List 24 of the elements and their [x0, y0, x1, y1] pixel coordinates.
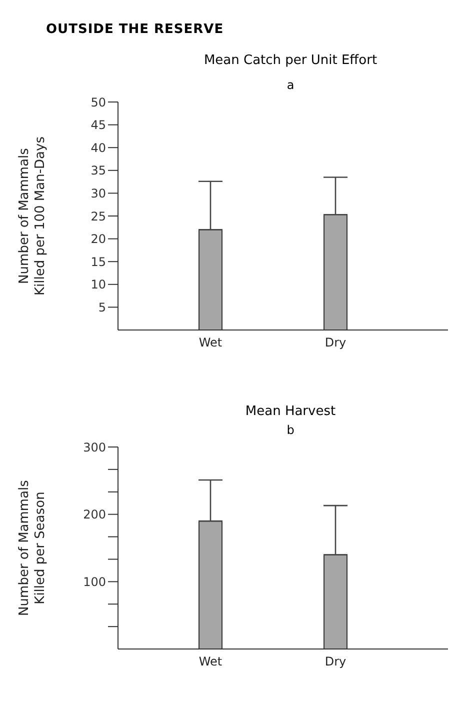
y-tick-label: 30: [90, 186, 106, 200]
y-tick-label: 35: [90, 164, 106, 178]
y-tick-label: 15: [90, 254, 106, 269]
chart-subtitle: Mean Catch per Unit Effort: [202, 53, 378, 68]
y-tick-label: 25: [90, 209, 106, 224]
y-axis-title: Number of Mammals Killed per Season: [17, 480, 48, 616]
y-tick-label: 40: [90, 140, 106, 155]
y-tick-label: 300: [83, 440, 106, 454]
x-tick-label: Wet: [198, 654, 222, 669]
text: a: [286, 78, 296, 92]
x-tick-label: Dry: [324, 654, 346, 669]
x-tick-label: Wet: [198, 336, 222, 350]
y-tick-label: 20: [90, 232, 106, 246]
text: b: [286, 423, 296, 437]
chart-title: Mean Harvest: [244, 404, 337, 419]
y-axis-title: Number of Mammals Killed per 100 Man-Days: [17, 136, 48, 296]
y-tick-label: 50: [90, 95, 106, 110]
chart-title: OUTSIDE THE RESERVE: [45, 21, 225, 37]
y-tick-label: 100: [83, 574, 106, 589]
y-tick-label: 5: [98, 300, 106, 314]
y-tick-label: 45: [90, 118, 106, 132]
y-tick-label: 200: [83, 508, 106, 522]
y-tick-label: 10: [90, 278, 106, 292]
x-tick-label: Dry: [324, 336, 346, 350]
